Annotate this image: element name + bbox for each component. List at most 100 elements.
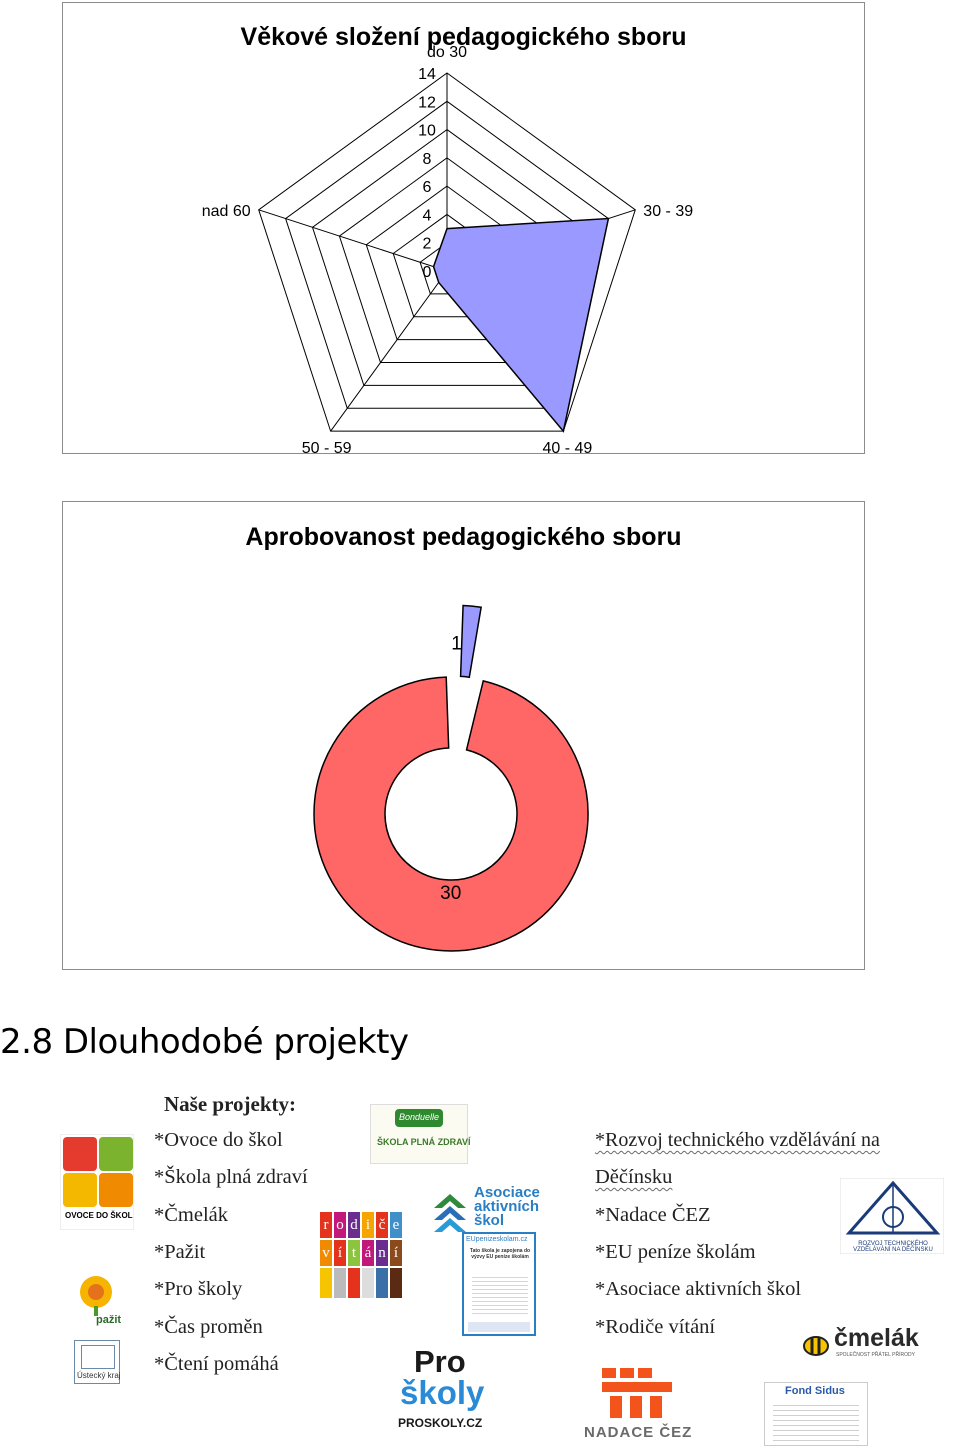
- eu-penize-skolam-poster: EUpenizeskolam.cz Tato škola je zapojena…: [462, 1232, 536, 1336]
- rodice-letter: r: [320, 1212, 332, 1238]
- skola-plna-zdravi-logo: Bonduelle ŠKOLA PLNÁ ZDRAVÍ: [370, 1104, 471, 1164]
- radar-spoke: [258, 209, 448, 272]
- cmelak-text: čmelák: [834, 1324, 919, 1352]
- project-item: *EU peníze školám: [595, 1241, 756, 1263]
- asociace-text-1: Asociace: [474, 1184, 540, 1201]
- rozvoj-technickeho-logo: ROZVOJ TECHNICKÉHO VZDĚLÁVÁNÍ NA DĚČÍNSK…: [840, 1178, 944, 1254]
- bonduelle-badge: [395, 1109, 443, 1127]
- project-item: *Čmelák: [154, 1204, 229, 1226]
- donut-chart-title: Aprobovanost pedagogického sboru: [245, 523, 682, 551]
- eu-poster-lines: [472, 1274, 528, 1314]
- cmelak-logo: čmelák SPOLEČNOST PŘÁTEL PŘÍRODY: [800, 1324, 919, 1362]
- eu-poster-footer: [468, 1322, 530, 1332]
- radar-grid-ring: [311, 128, 583, 386]
- radar-chart-plot: 0 2 4 6 8 10 12 14 do 30 30 - 39 40 - 49 50 - 59 nad…: [202, 44, 693, 455]
- project-item: *Pro školy: [154, 1278, 243, 1300]
- rodice-stripes: [320, 1268, 402, 1298]
- radar-category-label: nad 60: [202, 203, 251, 220]
- orange-icon: [63, 1173, 97, 1207]
- project-item: *Ovoce do škol: [154, 1129, 283, 1151]
- pazit-text: pažit: [96, 1314, 122, 1326]
- rodice-letter: č: [376, 1212, 388, 1238]
- proskoly-pro-text: Pro: [414, 1344, 466, 1379]
- radar-chart-title: Věkové složení pedagogického sboru: [240, 23, 687, 51]
- rodice-bottom-row: v í t á n í: [320, 1240, 402, 1266]
- radar-data-area: [432, 217, 610, 433]
- bumblebee-icon: [803, 1336, 829, 1356]
- eu-poster-text: Tato škola je zapojena do výzvy EU peníz…: [469, 1248, 531, 1260]
- radar-grid-ring: [258, 72, 636, 432]
- project-item: *Rodiče vítání: [595, 1316, 716, 1338]
- radar-category-label: 30 - 39: [643, 203, 693, 220]
- radar-tick-label: 0: [423, 264, 432, 281]
- rodice-letter: e: [390, 1212, 402, 1238]
- radar-tick-label: 6: [423, 179, 432, 196]
- bonduelle-text: Bonduelle: [399, 1112, 440, 1122]
- rodice-top-row: r o d i č e: [320, 1212, 402, 1238]
- radar-chart: Věkové složení pedagogického sboru 0 2 4 6 8…: [62, 2, 865, 455]
- apple-icon: [63, 1137, 97, 1171]
- radar-tick-label: 12: [418, 94, 436, 111]
- rodice-letter: v: [320, 1240, 332, 1266]
- skola-plna-text: ŠKOLA PLNÁ ZDRAVÍ: [377, 1137, 471, 1147]
- projects-collage: Naše projekty: *Ovoce do škol *Škola pln…: [0, 1080, 960, 1446]
- project-item: *Čas proměn: [154, 1316, 263, 1338]
- cmelak-subtitle: SPOLEČNOST PŘÁTEL PŘÍRODY: [836, 1352, 915, 1358]
- radar-tick-label: 4: [423, 207, 432, 224]
- proskoly-skoly-text: školy: [400, 1374, 485, 1411]
- pazit-logo: pažit: [60, 1272, 134, 1328]
- asociace-text-3: škol: [474, 1212, 505, 1229]
- asociace-arrows-icon: [434, 1194, 466, 1232]
- project-item: *Pažit: [154, 1241, 206, 1263]
- rodice-letter: i: [362, 1212, 374, 1238]
- proskoly-logo: Pro školy PROSKOLY.CZ: [398, 1344, 484, 1434]
- nadace-cez-logo: NADACE ČEZ: [584, 1368, 693, 1444]
- proskoly-url-text: PROSKOLY.CZ: [398, 1416, 483, 1430]
- rodice-letter: d: [348, 1212, 360, 1238]
- project-item: *Čtení pomáhá: [154, 1353, 279, 1375]
- project-item: *Škola plná zdraví: [154, 1166, 308, 1188]
- ustecky-text: Ústecký kraj: [77, 1371, 121, 1380]
- radar-tick-label: 8: [423, 151, 432, 168]
- donut-chart: Aprobovanost pedagogického sboru 1 30: [62, 501, 865, 970]
- rozvoj-text: ROZVOJ TECHNICKÉHO VZDĚLÁVÁNÍ NA DĚČÍNSK…: [853, 1241, 933, 1253]
- asociace-text-2: aktivních: [474, 1198, 540, 1215]
- radar-tick-label: 14: [418, 66, 436, 83]
- certificate-lines: [773, 1401, 859, 1443]
- projects-heading: Naše projekty:: [164, 1092, 297, 1116]
- project-item-continued: Děčínsku: [595, 1166, 673, 1188]
- radar-category-label: do 30: [427, 44, 467, 61]
- donut-slice: [313, 676, 589, 952]
- eu-poster-title: EUpenizeskolam.cz: [466, 1236, 528, 1243]
- donut-data-label: 1: [451, 633, 462, 654]
- donut-data-label: 30: [440, 883, 461, 904]
- radar-spoke: [330, 270, 448, 432]
- rodice-letter: í: [334, 1240, 346, 1266]
- fond-sidus-certificate: Fond Sidus: [764, 1382, 868, 1446]
- nadace-cez-text: NADACE ČEZ: [584, 1424, 693, 1441]
- rodice-letter: í: [390, 1240, 402, 1266]
- project-item: *Asociace aktivních škol: [595, 1278, 802, 1300]
- sunflower-icon: [80, 1276, 112, 1316]
- fond-sidus-text: Fond Sidus: [785, 1385, 845, 1397]
- donut-chart-plot: 1 30: [313, 604, 589, 952]
- pear-icon: [99, 1137, 133, 1171]
- ustecky-kraj-logo: Ústecký kraj: [74, 1340, 121, 1384]
- rodice-letter: á: [362, 1240, 374, 1266]
- rodice-letter: o: [334, 1212, 346, 1238]
- radar-tick-label: 2: [423, 236, 432, 253]
- radar-grid-ring: [285, 100, 609, 409]
- radar-category-label: 40 - 49: [542, 440, 592, 455]
- project-item: *Rozvoj technického vzdělávání na: [595, 1129, 880, 1151]
- carrot-icon: [99, 1173, 133, 1207]
- rodice-letter: n: [376, 1240, 388, 1266]
- radar-tick-label: 10: [418, 123, 436, 140]
- ustecky-emblem: [81, 1345, 115, 1369]
- asociace-logo: Asociace aktivních škol: [430, 1184, 574, 1234]
- ovoce-logo-text: OVOCE DO ŠKOL: [65, 1211, 133, 1220]
- rodice-vitani-logo: r o d i č e v í t á n í: [320, 1212, 402, 1300]
- rodice-letter: t: [348, 1240, 360, 1266]
- project-item: *Nadace ČEZ: [595, 1204, 711, 1226]
- donut-slice: [459, 604, 483, 679]
- technical-triangle-icon: [845, 1180, 941, 1235]
